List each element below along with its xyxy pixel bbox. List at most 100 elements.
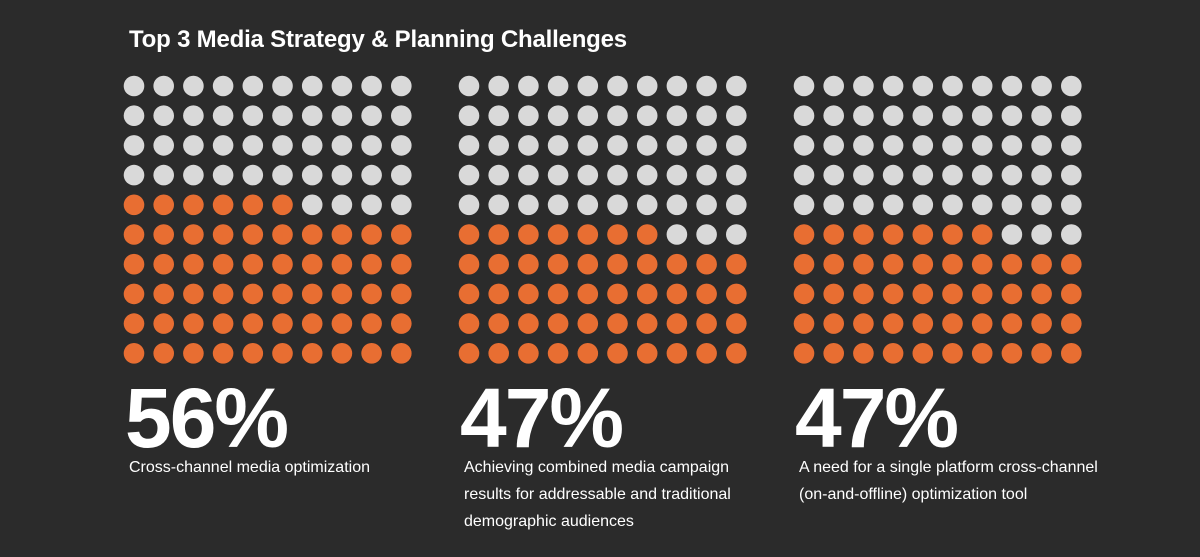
waffle-dot-filled [212, 343, 234, 364]
waffle-dot-empty [942, 135, 963, 156]
waffle-dot-empty [971, 105, 993, 126]
waffle-dot-filled [331, 343, 353, 364]
waffle-dot-empty [458, 135, 480, 156]
waffle-dot-filled [331, 283, 353, 305]
waffle-dot-filled [636, 343, 658, 364]
waffle-dot-filled [971, 283, 993, 305]
waffle-dot-filled [1031, 343, 1052, 364]
waffle-dot-empty [577, 164, 599, 186]
waffle-dot-empty [696, 135, 717, 156]
waffle-dot-empty [1061, 105, 1082, 126]
waffle-dot-empty [212, 75, 234, 97]
waffle-dot-filled [331, 253, 353, 275]
waffle-dot-filled [696, 343, 717, 364]
waffle-dot-empty [272, 105, 293, 126]
waffle-dot-filled [458, 313, 480, 334]
waffle-dot-filled [577, 224, 599, 245]
waffle-dot-empty [882, 105, 904, 126]
waffle-dot-filled [823, 224, 844, 245]
waffle-dot-empty [488, 75, 509, 97]
waffle-dot-filled [912, 283, 934, 305]
waffle-dot-empty [547, 194, 569, 216]
waffle-dot-filled [547, 313, 569, 334]
waffle-dot-filled [458, 283, 480, 305]
waffle-dot-filled [153, 224, 174, 245]
waffle-dot-empty [853, 105, 874, 126]
waffle-dot-empty [696, 194, 717, 216]
waffle-dot-filled [577, 283, 599, 305]
waffle-dot-filled [726, 283, 747, 305]
waffle-dot-filled [882, 253, 904, 275]
waffle-dot-empty [823, 105, 844, 126]
waffle-dot-empty [793, 105, 815, 126]
waffle-dot-filled [547, 224, 569, 245]
waffle-dot-filled [853, 313, 874, 334]
waffle-dot-filled [853, 343, 874, 364]
waffle-dot-empty [123, 105, 145, 126]
waffle-dot-filled [823, 313, 844, 334]
percentage-value-3: 47% [795, 371, 959, 465]
waffle-dot-empty [331, 194, 353, 216]
waffle-dot-empty [793, 135, 815, 156]
waffle-dot-filled [391, 283, 412, 305]
waffle-dot-empty [1001, 75, 1023, 97]
waffle-dot-empty [488, 135, 509, 156]
waffle-dot-filled [882, 313, 904, 334]
waffle-dot-filled [882, 283, 904, 305]
waffle-dot-empty [123, 135, 145, 156]
waffle-dot-filled [242, 253, 264, 275]
waffle-dot-filled [272, 343, 293, 364]
waffle-dot-filled [212, 194, 234, 216]
waffle-dot-empty [331, 75, 353, 97]
waffle-dot-filled [1061, 253, 1082, 275]
waffle-dot-empty [331, 164, 353, 186]
waffle-dot-empty [458, 105, 480, 126]
waffle-dot-empty [607, 194, 628, 216]
waffle-dot-filled [577, 313, 599, 334]
waffle-dot-empty [391, 105, 412, 126]
waffle-dot-empty [183, 105, 204, 126]
waffle-dot-empty [942, 75, 963, 97]
waffle-dot-filled [361, 253, 382, 275]
waffle-dot-filled [458, 343, 480, 364]
waffle-dot-filled [272, 194, 293, 216]
waffle-dot-empty [547, 135, 569, 156]
waffle-dot-empty [391, 75, 412, 97]
waffle-dot-empty [518, 164, 539, 186]
waffle-dot-empty [726, 194, 747, 216]
waffle-dot-filled [301, 224, 323, 245]
waffle-dot-filled [518, 224, 539, 245]
waffle-dot-filled [331, 224, 353, 245]
waffle-dot-filled [458, 253, 480, 275]
waffle-dot-filled [577, 343, 599, 364]
chart-panel-1: 56% Cross-channel media optimization [120, 72, 420, 542]
waffle-dot-filled [793, 343, 815, 364]
waffle-dot-empty [153, 75, 174, 97]
waffle-dot-filled [1061, 313, 1082, 334]
waffle-dot-filled [823, 343, 844, 364]
waffle-dot-empty [242, 75, 264, 97]
waffle-dot-empty [882, 75, 904, 97]
waffle-dot-filled [823, 253, 844, 275]
waffle-dot-empty [971, 75, 993, 97]
waffle-dot-empty [912, 105, 934, 126]
waffle-dot-filled [607, 343, 628, 364]
waffle-dot-filled [912, 253, 934, 275]
waffle-dot-filled [123, 194, 145, 216]
waffle-dot-filled [1001, 313, 1023, 334]
challenge-label-3: A need for a single platform cross-chann… [799, 459, 1098, 503]
waffle-dot-empty [331, 105, 353, 126]
waffle-dot-empty [577, 135, 599, 156]
waffle-dot-filled [301, 283, 323, 305]
waffle-dot-filled [726, 313, 747, 334]
waffle-dot-filled [696, 283, 717, 305]
waffle-dot-empty [1061, 135, 1082, 156]
waffle-dot-empty [518, 75, 539, 97]
waffle-dot-filled [607, 313, 628, 334]
waffle-dot-empty [488, 105, 509, 126]
waffle-dot-filled [823, 283, 844, 305]
waffle-dot-filled [242, 194, 264, 216]
waffle-dot-empty [882, 135, 904, 156]
waffle-dot-filled [518, 283, 539, 305]
waffle-dot-filled [666, 343, 688, 364]
